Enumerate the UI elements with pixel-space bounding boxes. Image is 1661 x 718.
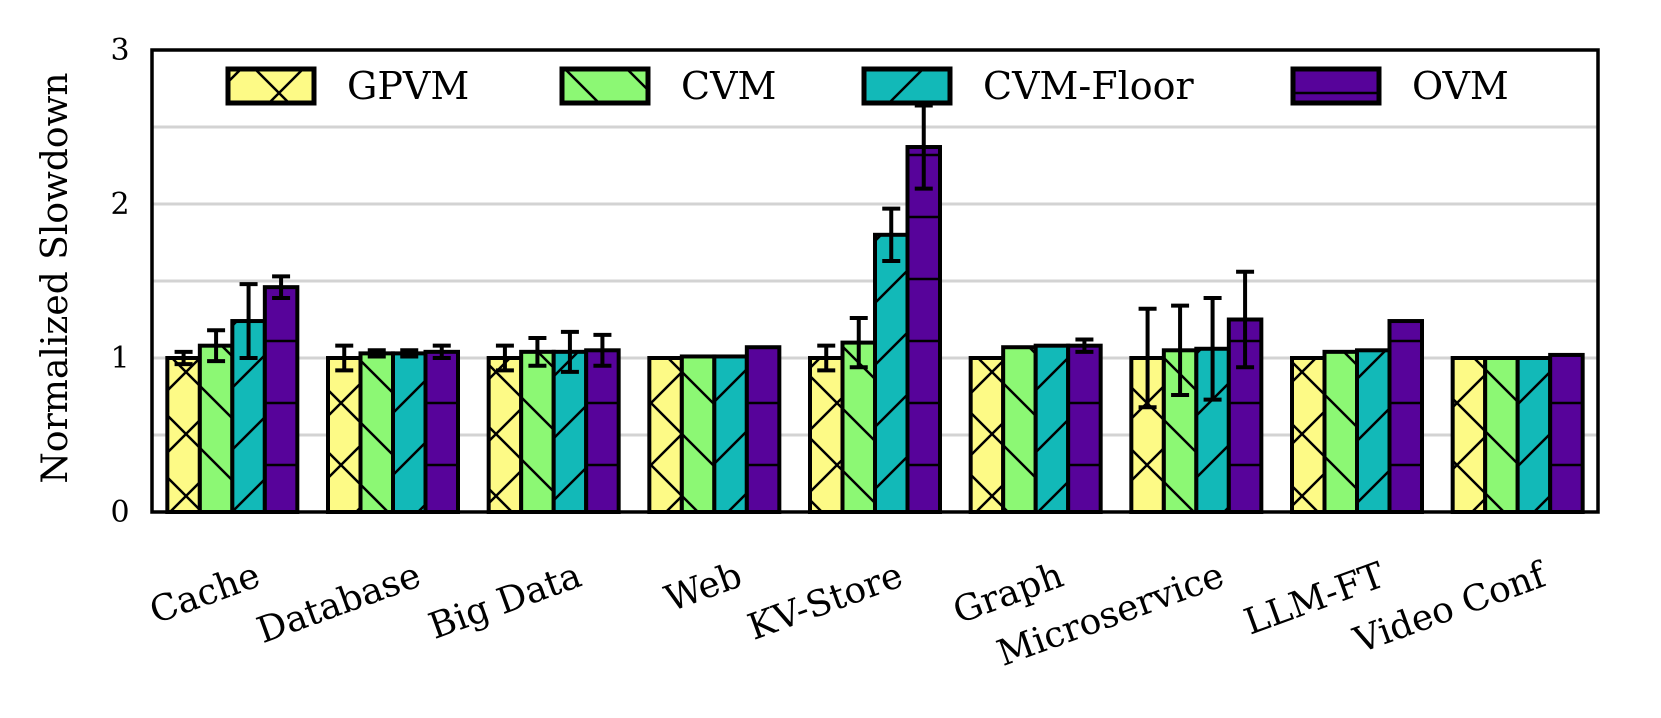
- x-tick-label-big-data: Big Data: [424, 555, 587, 648]
- bar-ovm-graph-hatch: [1068, 345, 1101, 512]
- bar-ovm-cache-hatch: [264, 287, 298, 512]
- bar-cvm-floor-video-conf-hatch: [1517, 358, 1551, 512]
- legend-label: GPVM: [347, 64, 469, 108]
- legend-swatch-hatch: [562, 69, 648, 103]
- bars: [165, 145, 1585, 515]
- error-bar-gpvm-database: [335, 343, 354, 373]
- legend-item-cvm-floor: CVM-Floor: [861, 64, 1195, 108]
- bar-gpvm-llm-ft-hatch: [1292, 358, 1325, 512]
- bar-cvm-floor-kv-store-hatch: [875, 234, 908, 513]
- error-bar-cvm-microservice: [1171, 303, 1190, 397]
- legend-swatch-outline: [225, 66, 317, 106]
- legend: GPVM CVM CVM-Floor OVM: [225, 64, 1509, 108]
- bar-gpvm-cache-hatch: [167, 358, 200, 512]
- x-tick-label-database: Database: [252, 555, 426, 652]
- legend-item-cvm: CVM: [559, 64, 776, 108]
- y-tick-label: 0: [110, 495, 129, 530]
- legend-swatch-outline: [861, 66, 953, 106]
- x-tick-label-kv-store: KV-Store: [743, 555, 908, 649]
- bar-gpvm-video-conf-hatch: [1452, 358, 1486, 512]
- error-bar-ovm-microservice: [1236, 269, 1255, 370]
- y-tick-label: 2: [110, 187, 129, 222]
- bar-gpvm-web-hatch: [649, 358, 682, 512]
- error-bar-cvm-cache: [207, 328, 226, 364]
- bar-ovm-llm-ft-hatch: [1389, 321, 1422, 512]
- bar-cvm-database-hatch: [360, 353, 393, 512]
- bar-ovm-big-data-hatch: [586, 350, 619, 512]
- x-tick-label-web: Web: [660, 555, 748, 620]
- error-bar-cvm-floor-database: [400, 348, 419, 359]
- legend-swatch-outline: [559, 66, 651, 106]
- error-bar-ovm-database: [432, 343, 451, 360]
- error-bar-ovm-graph: [1075, 337, 1094, 354]
- legend-item-ovm: OVM: [1290, 64, 1509, 108]
- legend-swatch-hatch: [1293, 69, 1379, 103]
- legend-swatch-hatch: [864, 69, 950, 103]
- bar-cvm-web-hatch: [681, 356, 715, 512]
- bar-gpvm-kv-store-hatch: [810, 358, 843, 512]
- legend-label: CVM: [681, 64, 776, 108]
- bar-cvm-floor-web-hatch: [714, 356, 747, 512]
- x-tick-label-cache: Cache: [145, 555, 266, 632]
- legend-swatch-hatch: [228, 69, 314, 103]
- bar-gpvm-graph-hatch: [970, 358, 1004, 512]
- bar-cvm-graph-hatch: [1003, 347, 1036, 512]
- bar-cvm-cache-hatch: [199, 345, 233, 512]
- bar-gpvm-database-hatch: [328, 358, 361, 512]
- y-axis-ticks: 0 1 2 3: [110, 33, 129, 530]
- bar-ovm-database-hatch: [425, 351, 458, 512]
- error-bar-gpvm-big-data: [495, 343, 514, 373]
- error-bar-cvm-floor-big-data: [560, 329, 579, 374]
- error-bar-cvm-floor-kv-store: [882, 206, 901, 263]
- bar-cvm-floor-big-data-hatch: [553, 351, 587, 512]
- error-bar-ovm-big-data: [593, 332, 612, 368]
- bar-cvm-video-conf-hatch: [1485, 358, 1518, 512]
- bar-cvm-big-data-hatch: [521, 351, 554, 512]
- y-tick-label: 3: [110, 33, 129, 68]
- error-bar-gpvm-kv-store: [817, 343, 836, 373]
- error-bar-cvm-floor-microservice: [1203, 295, 1222, 402]
- plot-frame: [150, 48, 1600, 514]
- legend-label: CVM-Floor: [983, 64, 1195, 108]
- y-tick-label: 1: [110, 341, 129, 376]
- error-bar-cvm-floor-cache: [239, 282, 258, 360]
- bar-cvm-llm-ft-hatch: [1324, 351, 1357, 512]
- bar-cvm-floor-graph-hatch: [1035, 345, 1069, 512]
- bar-cvm-floor-database-hatch: [393, 353, 426, 512]
- error-bar-gpvm-microservice: [1138, 306, 1157, 410]
- bar-cvm-kv-store-hatch: [842, 342, 875, 512]
- bar-gpvm-big-data-hatch: [488, 358, 522, 512]
- y-axis-title: Normalized Slowdown: [35, 72, 76, 483]
- error-bar-gpvm-cache: [174, 349, 193, 367]
- error-bar-ovm-cache: [272, 274, 291, 300]
- bar-cvm-floor-llm-ft-hatch: [1357, 350, 1390, 512]
- error-bar-cvm-big-data: [528, 335, 547, 368]
- error-bars: [174, 103, 1255, 410]
- legend-label: OVM: [1412, 64, 1509, 108]
- bar-ovm-web-hatch: [746, 347, 780, 512]
- bar-ovm-kv-store-hatch: [907, 147, 940, 512]
- legend-swatch-outline: [1290, 66, 1382, 106]
- error-bar-cvm-database: [367, 348, 386, 359]
- legend-item-gpvm: GPVM: [225, 64, 469, 108]
- error-bar-cvm-kv-store: [849, 315, 868, 370]
- bar-ovm-video-conf-hatch: [1550, 354, 1583, 512]
